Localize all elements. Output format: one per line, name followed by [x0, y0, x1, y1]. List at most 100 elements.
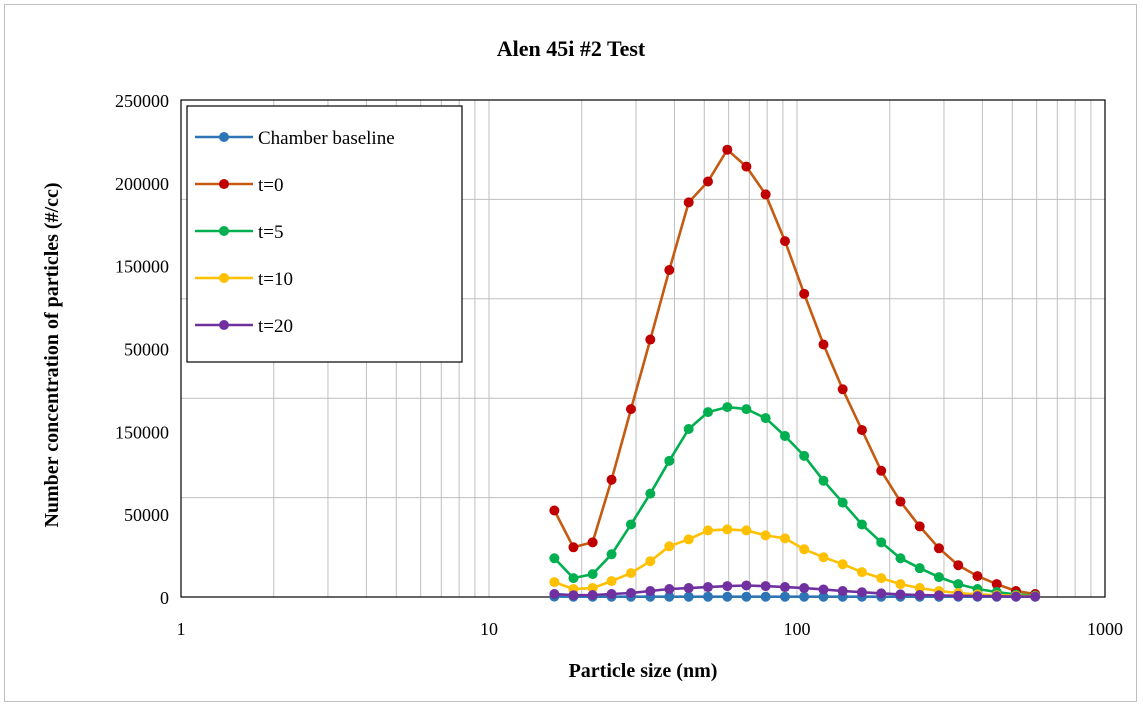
data-point [741, 580, 752, 591]
data-point [741, 404, 752, 415]
data-point [818, 339, 829, 350]
data-point [991, 579, 1002, 590]
particle-size-chart: Alen 45i #2 Test 0 50000 150000 50000 150000… [41, 36, 1124, 682]
data-point [837, 559, 848, 570]
data-point [664, 455, 675, 466]
data-point [606, 549, 617, 560]
data-point [779, 591, 790, 602]
legend-label: t=5 [258, 222, 284, 243]
series-4 [549, 580, 1041, 602]
data-point [664, 541, 675, 552]
data-point [760, 189, 771, 200]
data-point [702, 525, 713, 536]
data-point [683, 534, 694, 545]
legend-item: t=20 [195, 316, 293, 337]
data-point [933, 572, 944, 583]
data-point [568, 542, 579, 553]
x-tick-label: 10 [480, 619, 498, 639]
data-point [549, 505, 560, 516]
data-point [702, 407, 713, 418]
data-point [722, 144, 733, 155]
series-1 [549, 144, 1041, 600]
data-point [876, 465, 887, 476]
data-point [549, 553, 560, 564]
data-point [799, 288, 810, 299]
data-point [1030, 591, 1041, 602]
data-point [760, 591, 771, 602]
legend-marker [219, 179, 229, 189]
data-point [799, 591, 810, 602]
data-point [741, 161, 752, 172]
data-point [837, 497, 848, 508]
data-point [991, 591, 1002, 602]
y-tick-label: 0 [160, 588, 169, 608]
data-point [972, 591, 983, 602]
data-point [914, 583, 925, 594]
data-point [856, 425, 867, 436]
y-tick-label: 250000 [115, 91, 169, 111]
data-point [1010, 591, 1021, 602]
data-point [587, 590, 598, 601]
data-point [683, 583, 694, 594]
data-point [779, 582, 790, 593]
y-tick-label: 50000 [124, 505, 169, 525]
data-point [914, 590, 925, 601]
data-point [933, 543, 944, 554]
data-point [549, 589, 560, 600]
x-tick-label: 1 [177, 619, 186, 639]
data-point [876, 588, 887, 599]
data-point [645, 334, 656, 345]
data-point [625, 588, 636, 599]
data-point [587, 583, 598, 594]
legend-marker [219, 273, 229, 283]
data-point [818, 475, 829, 486]
legend-marker [219, 132, 229, 142]
data-point [760, 413, 771, 424]
data-point [702, 591, 713, 602]
data-point [549, 577, 560, 588]
data-point [799, 450, 810, 461]
data-point [895, 496, 906, 507]
data-point [645, 488, 656, 499]
data-point [972, 571, 983, 582]
data-point [683, 424, 694, 435]
x-axis-title: Particle size (nm) [569, 660, 718, 682]
x-axis-ticks: 1 10 100 1000 [177, 619, 1124, 639]
x-tick-label: 100 [784, 619, 811, 639]
legend-marker [219, 226, 229, 236]
data-point [837, 586, 848, 597]
data-point [606, 576, 617, 587]
legend-item: t=10 [195, 269, 293, 290]
data-point [914, 563, 925, 574]
data-point [722, 591, 733, 602]
legend-label: t=20 [258, 316, 293, 337]
data-point [568, 573, 579, 584]
data-point [933, 590, 944, 601]
data-point [779, 430, 790, 441]
legend: Chamber baseline t=0 t=5 t=10 t=20 [186, 105, 463, 363]
data-point [664, 264, 675, 275]
data-point [760, 530, 771, 541]
legend-box [186, 105, 463, 363]
data-point [876, 573, 887, 584]
data-point [587, 537, 598, 548]
series-layer [549, 144, 1041, 602]
data-point [625, 404, 636, 415]
data-point [606, 474, 617, 485]
data-point [625, 568, 636, 579]
data-point [856, 587, 867, 598]
y-axis-title: Number concentration of particles (#/cc) [41, 182, 63, 527]
data-point [895, 553, 906, 564]
data-point [895, 589, 906, 600]
data-point [741, 525, 752, 536]
legend-label: Chamber baseline [258, 128, 395, 149]
chart-frame: Alen 45i #2 Test 0 50000 150000 50000 150000… [4, 4, 1137, 702]
data-point [722, 581, 733, 592]
data-point [625, 519, 636, 530]
data-point [953, 579, 964, 590]
data-point [702, 582, 713, 593]
data-point [837, 384, 848, 395]
data-point [856, 567, 867, 578]
y-axis-ticks: 0 50000 150000 50000 150000 200000 250000 [115, 91, 169, 608]
legend-label: t=0 [258, 175, 284, 196]
